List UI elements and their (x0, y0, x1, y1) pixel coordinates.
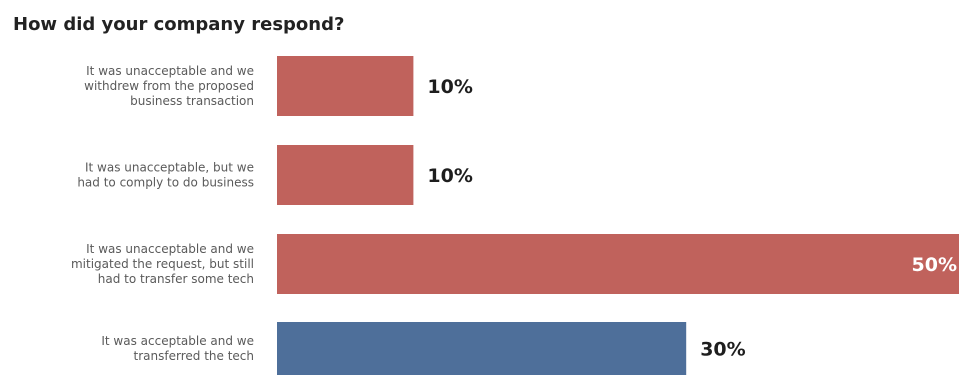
category-label-3: It was unacceptable and we mitigated the … (71, 242, 254, 286)
category-label-4: It was acceptable and we transferred the … (101, 334, 254, 363)
value-labels-layer: 10% 10% 50% 30% (427, 76, 957, 361)
bar-1 (277, 56, 414, 116)
bar-2 (277, 145, 414, 205)
bar-4 (277, 322, 687, 375)
value-label-4: 30% (700, 339, 745, 361)
chart-title: How did your company respond? (13, 14, 345, 35)
bars-layer (277, 56, 959, 375)
category-labels-layer: It was unacceptable and we withdrew from … (71, 64, 254, 363)
value-label-3: 50% (912, 254, 957, 276)
bar-3 (277, 234, 959, 294)
value-label-1: 10% (427, 76, 472, 98)
value-label-2: 10% (427, 165, 472, 187)
category-label-1: It was unacceptable and we withdrew from … (84, 64, 254, 108)
category-label-2: It was unacceptable, but we had to comply… (77, 161, 254, 190)
